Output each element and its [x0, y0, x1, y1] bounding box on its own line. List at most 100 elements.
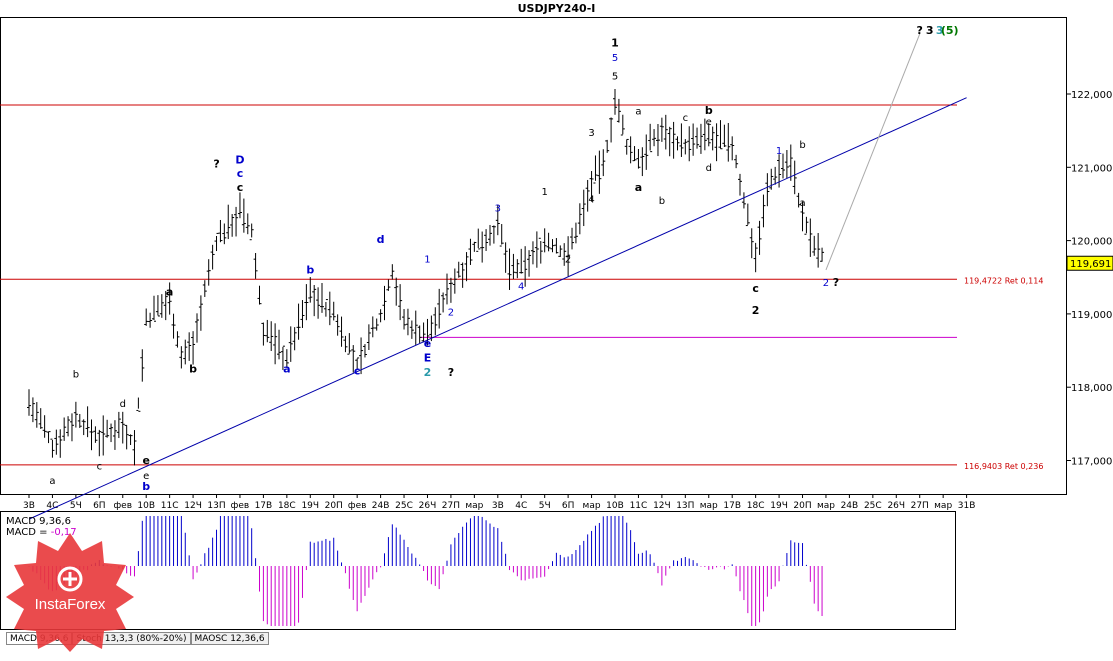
wave-label: 2 [424, 366, 432, 379]
time-tick-label: 12Ч [184, 501, 202, 511]
wave-label: 5 [612, 71, 618, 82]
time-tick-label: 26Ч [419, 501, 437, 511]
time-tick-label: 25С [864, 501, 882, 511]
wave-label: b [306, 264, 314, 277]
wave-label: ? [833, 276, 839, 289]
price-tick-label: 121,000 [1071, 163, 1112, 174]
time-tick-label: 11С [630, 501, 648, 511]
macd-indicator-label: MACD 9,36,6 [6, 516, 71, 527]
wave-label: 3 [926, 24, 934, 37]
time-tick-label: мар [817, 501, 835, 511]
time-tick-label: 6П [93, 501, 106, 511]
current-price-label: 119,691 [1070, 259, 1111, 270]
wave-label: ? [448, 366, 454, 379]
time-tick-label: 5Ч [70, 501, 82, 511]
wave-label: a [166, 286, 173, 299]
time-tick-label: 24В [841, 501, 859, 511]
wave-label: a [283, 363, 290, 376]
time-tick-label: 3В [492, 501, 504, 511]
time-tick-label: 20П [325, 501, 343, 511]
wave-label: d [706, 163, 712, 174]
wave-label: c [237, 167, 244, 180]
time-tick-label: 5Ч [539, 501, 551, 511]
time-tick-label: 20П [793, 501, 811, 511]
wave-label: D [235, 154, 244, 167]
current-price-box [1066, 255, 1113, 271]
logo-text: InstaForex [35, 596, 106, 613]
wave-label: c [237, 181, 244, 194]
time-tick-label: 18С [747, 501, 765, 511]
time-tick-label: 4С [46, 501, 58, 511]
wave-label: d [377, 233, 385, 246]
wave-label: c [354, 365, 361, 378]
wave-label: 4 [588, 194, 594, 205]
wave-label: a [635, 181, 642, 194]
wave-label: e [424, 337, 431, 350]
wave-label: 3 [936, 24, 944, 37]
time-tick-label: 18С [278, 501, 296, 511]
time-tick-label: мар [934, 501, 952, 511]
wave-label: ? [917, 24, 923, 37]
time-tick-label: фев [348, 501, 367, 511]
time-tick-label: 10В [137, 501, 155, 511]
macd-value-label: MACD = -0,17 [6, 527, 77, 538]
wave-label: b [189, 363, 197, 376]
macd-value-prefix: MACD = [6, 527, 51, 538]
wave-label: b [705, 104, 713, 117]
wave-label: e [142, 454, 149, 467]
wave-label: 1 [424, 255, 430, 266]
time-tick-label: 19Ч [770, 501, 788, 511]
wave-label: 2 [823, 278, 829, 289]
wave-label: 1 [776, 146, 782, 157]
level-label: 116,9403 Ret 0,236 [964, 462, 1043, 471]
wave-label: b [799, 140, 805, 151]
price-tick-label: 119,000 [1071, 310, 1112, 321]
time-tick-label: 17В [255, 501, 273, 511]
time-tick-label: 19Ч [301, 501, 319, 511]
wave-label: 1 [541, 187, 547, 198]
chart-title: USDJPY240-I [517, 2, 596, 15]
time-tick-label: 11С [161, 501, 179, 511]
main-panel [0, 17, 1067, 495]
wave-label: 4 [518, 282, 524, 293]
wave-label: 3 [588, 128, 594, 139]
time-tick-label: фев [231, 501, 250, 511]
wave-label: a [49, 476, 55, 487]
wave-label: 5 [612, 53, 618, 64]
projection-line [825, 33, 921, 271]
time-tick-label: 10В [606, 501, 624, 511]
trendline [28, 97, 967, 520]
time-tick-label: 4С [515, 501, 527, 511]
wave-label: c [752, 282, 759, 295]
wave-label: e [143, 471, 149, 482]
wave-label: a [635, 107, 641, 118]
macd-value: -0,17 [50, 527, 77, 538]
time-tick-label: 13П [676, 501, 694, 511]
time-tick-label: 6П [562, 501, 575, 511]
wave-label: ? [213, 157, 219, 170]
wave-label: a [799, 198, 805, 209]
wave-label: b [73, 370, 79, 381]
time-tick-label: 27П [442, 501, 460, 511]
wave-label: c [97, 461, 103, 472]
wave-label: b [142, 480, 150, 493]
tab-maosc[interactable]: MAOSC 12,36,6 [190, 632, 269, 645]
price-tick-label: 118,000 [1071, 383, 1112, 394]
time-tick-label: 3В [23, 501, 35, 511]
wave-label: 2 [565, 255, 571, 266]
wave-label: 3 [495, 203, 501, 214]
wave-label: c [683, 113, 689, 124]
price-tick-label: 120,000 [1071, 237, 1112, 248]
level-label: 119,4722 Ret 0,114 [964, 276, 1043, 285]
time-tick-label: мар [583, 501, 601, 511]
wave-label: d [120, 399, 126, 410]
time-tick-label: 12Ч [653, 501, 671, 511]
time-tick-label: фев [113, 501, 132, 511]
time-tick-label: 25С [395, 501, 413, 511]
wave-label: E [424, 352, 432, 365]
time-tick-label: 31В [958, 501, 976, 511]
wave-label: 1 [611, 36, 619, 49]
wave-label: 2 [448, 307, 454, 318]
price-tick-label: 122,000 [1071, 90, 1112, 101]
